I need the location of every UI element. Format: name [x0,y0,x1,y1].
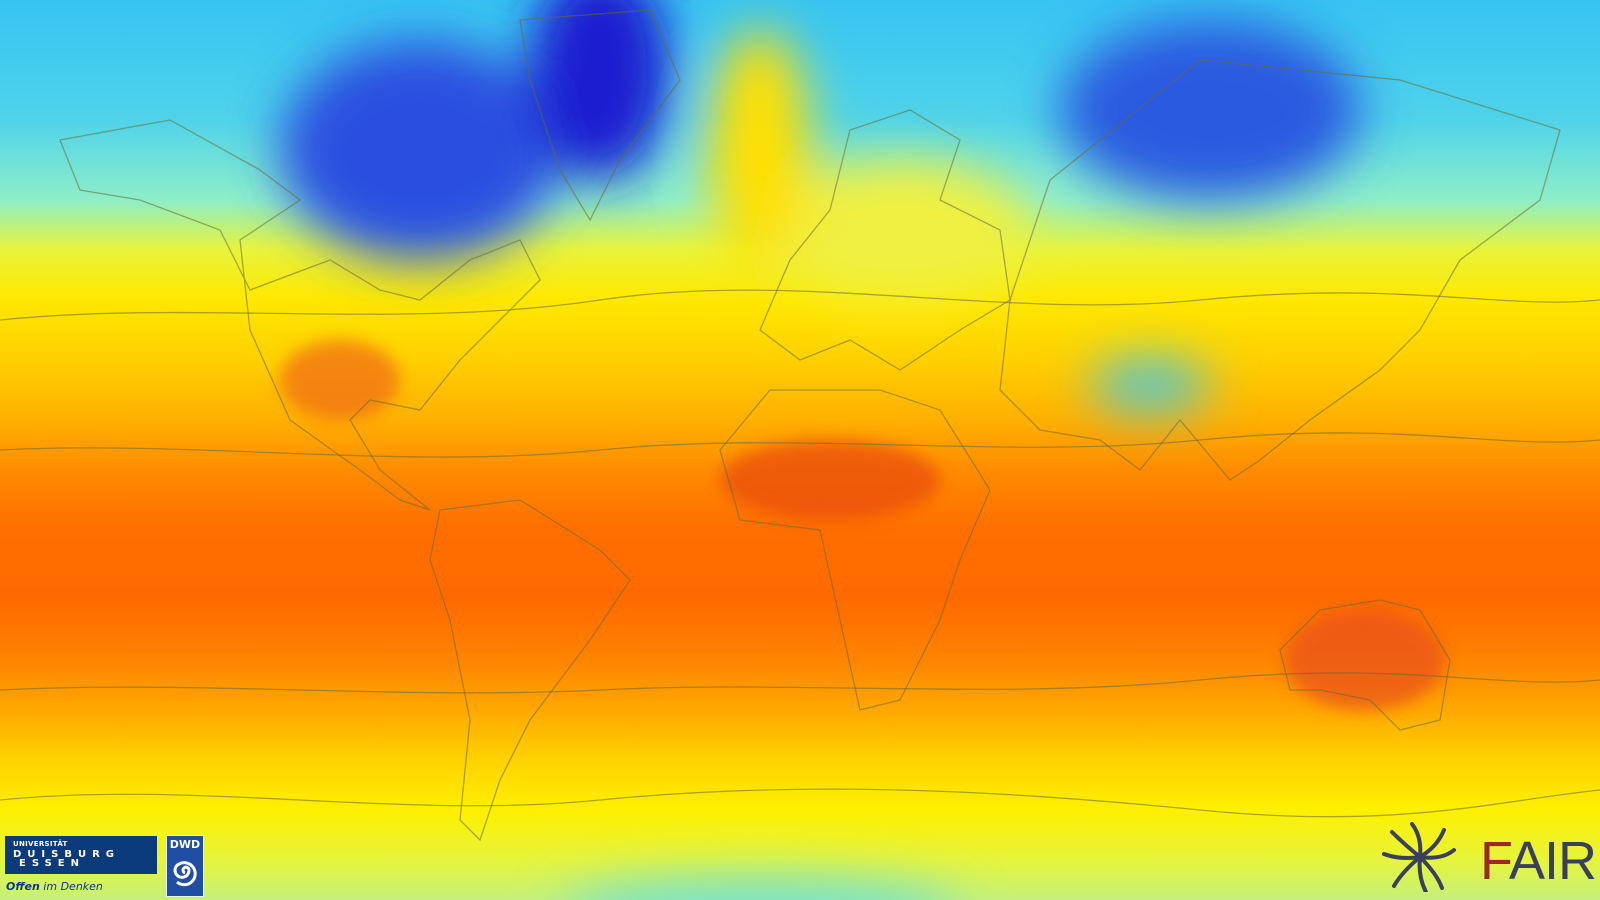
dwd-logo: DWD [166,835,204,897]
cold-regions [280,0,1360,900]
isotherm [0,672,1600,694]
north-america-outline [59,119,541,511]
bottom-cool [571,880,949,900]
slogan-rest: im Denken [39,880,103,893]
europe-mild [770,160,1030,300]
south-america-outline [429,499,631,842]
tibet-cool [1090,360,1210,410]
australia-hot [1285,610,1445,710]
mexico-hot [280,340,400,420]
isotherm [0,788,1600,818]
spiral-icon [173,861,197,887]
swirl-icon [1382,822,1456,892]
fair-wordmark: FAIR [1480,830,1597,892]
logo-text: UNIVERSITÄT [13,840,68,848]
logo-text: DUISBURG [13,849,120,860]
africa-outline [719,389,991,711]
australia-outline [1279,599,1451,731]
logo-text: ESSEN [19,858,85,869]
fair-f: F [1480,831,1510,891]
greenland-cold [530,0,670,180]
slogan-bold: Offen [6,880,40,893]
asia-outline [999,59,1561,481]
europe-outline [759,109,1011,371]
canada-cold [280,40,560,260]
isotherm [0,432,1600,458]
university-duisburg-essen-logo: UNIVERSITÄT DUISBURG ESSEN [5,836,157,874]
sahara-hot [720,440,940,520]
fair-rest: AIR [1509,831,1597,891]
coastlines [0,9,1600,842]
isotherm [0,289,1600,321]
atlantic-warm-tongue [710,30,810,270]
university-slogan: Offen im Denken [6,880,103,893]
dwd-label: DWD [169,838,201,851]
siberia-cold [1060,20,1360,200]
greenland-outline [519,9,681,222]
fair-logo: FAIR [1382,822,1600,892]
hot-regions [280,340,1445,710]
